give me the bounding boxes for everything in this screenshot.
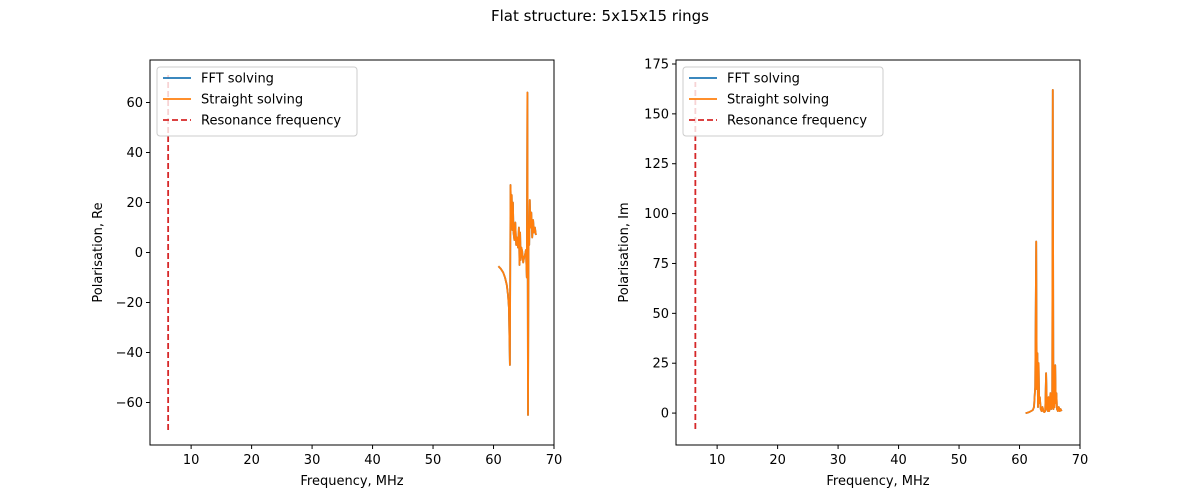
right-y-axis-label: Polarisation, Im bbox=[617, 202, 632, 302]
right-y-tick-label: 0 bbox=[661, 407, 669, 422]
left-x-tick-label: 50 bbox=[425, 453, 442, 468]
left-legend-label: Straight solving bbox=[201, 93, 303, 108]
right-y-tick-label: 50 bbox=[652, 307, 669, 322]
right-x-tick-label: 10 bbox=[709, 453, 726, 468]
left-y-tick-label: 0 bbox=[135, 246, 143, 261]
right-legend-label: Resonance frequency bbox=[727, 114, 867, 129]
left-y-tick-label: 20 bbox=[126, 196, 143, 211]
right-y-tick-label: 175 bbox=[644, 57, 669, 72]
left-legend-label: Resonance frequency bbox=[201, 114, 341, 129]
right-x-tick-label: 40 bbox=[890, 453, 907, 468]
left-x-tick-label: 20 bbox=[243, 453, 260, 468]
left-y-tick-label: 60 bbox=[126, 96, 143, 111]
left-y-tick-label: −40 bbox=[116, 346, 143, 361]
right-x-tick-label: 50 bbox=[951, 453, 968, 468]
left-x-tick-label: 60 bbox=[485, 453, 502, 468]
left-x-axis-label: Frequency, MHz bbox=[300, 474, 403, 489]
right-legend-label: Straight solving bbox=[727, 93, 829, 108]
left-y-tick-label: 40 bbox=[126, 146, 143, 161]
right-legend: FFT solving Straight solving Resonance fre… bbox=[682, 66, 884, 137]
right-x-tick-label: 70 bbox=[1072, 453, 1089, 468]
left-series-straight bbox=[497, 91, 537, 416]
left-legend-frame bbox=[156, 66, 358, 137]
left-chart: 10 20 30 40 50 60 70 −60 −40 −20 0 20 40 60 Frequency,… bbox=[91, 59, 563, 489]
right-x-tick-label: 30 bbox=[830, 453, 847, 468]
left-y-axis-label: Polarisation, Re bbox=[91, 202, 106, 302]
right-y-tick-label: 25 bbox=[652, 357, 669, 372]
right-x-tick-label: 20 bbox=[769, 453, 786, 468]
right-legend-frame bbox=[682, 66, 884, 137]
figure-title: Flat structure: 5x15x15 rings bbox=[491, 7, 709, 25]
left-x-tick-label: 70 bbox=[546, 453, 563, 468]
right-axes-frame bbox=[675, 59, 1081, 446]
right-y-tick-label: 125 bbox=[644, 157, 669, 172]
right-x-tick-label: 60 bbox=[1011, 453, 1028, 468]
right-legend-label: FFT solving bbox=[727, 72, 800, 87]
right-y-tick-label: 150 bbox=[644, 107, 669, 122]
right-x-axis-label: Frequency, MHz bbox=[826, 474, 929, 489]
right-y-tick-label: 100 bbox=[644, 207, 669, 222]
right-y-tick-label: 75 bbox=[652, 257, 669, 272]
left-x-tick-label: 10 bbox=[183, 453, 200, 468]
left-x-tick-label: 30 bbox=[304, 453, 321, 468]
left-y-tick-label: −60 bbox=[116, 396, 143, 411]
right-chart: 10 20 30 40 50 60 70 0 25 50 75 100 125 150 175 Frequen… bbox=[617, 57, 1088, 489]
left-y-tick-label: −20 bbox=[116, 296, 143, 311]
left-legend-label: FFT solving bbox=[201, 72, 274, 87]
left-series-fft bbox=[497, 91, 537, 416]
left-x-tick-label: 40 bbox=[364, 453, 381, 468]
left-legend: FFT solving Straight solving Resonance fre… bbox=[156, 66, 358, 137]
right-series-straight bbox=[1025, 89, 1063, 414]
right-series-fft bbox=[1025, 89, 1063, 414]
